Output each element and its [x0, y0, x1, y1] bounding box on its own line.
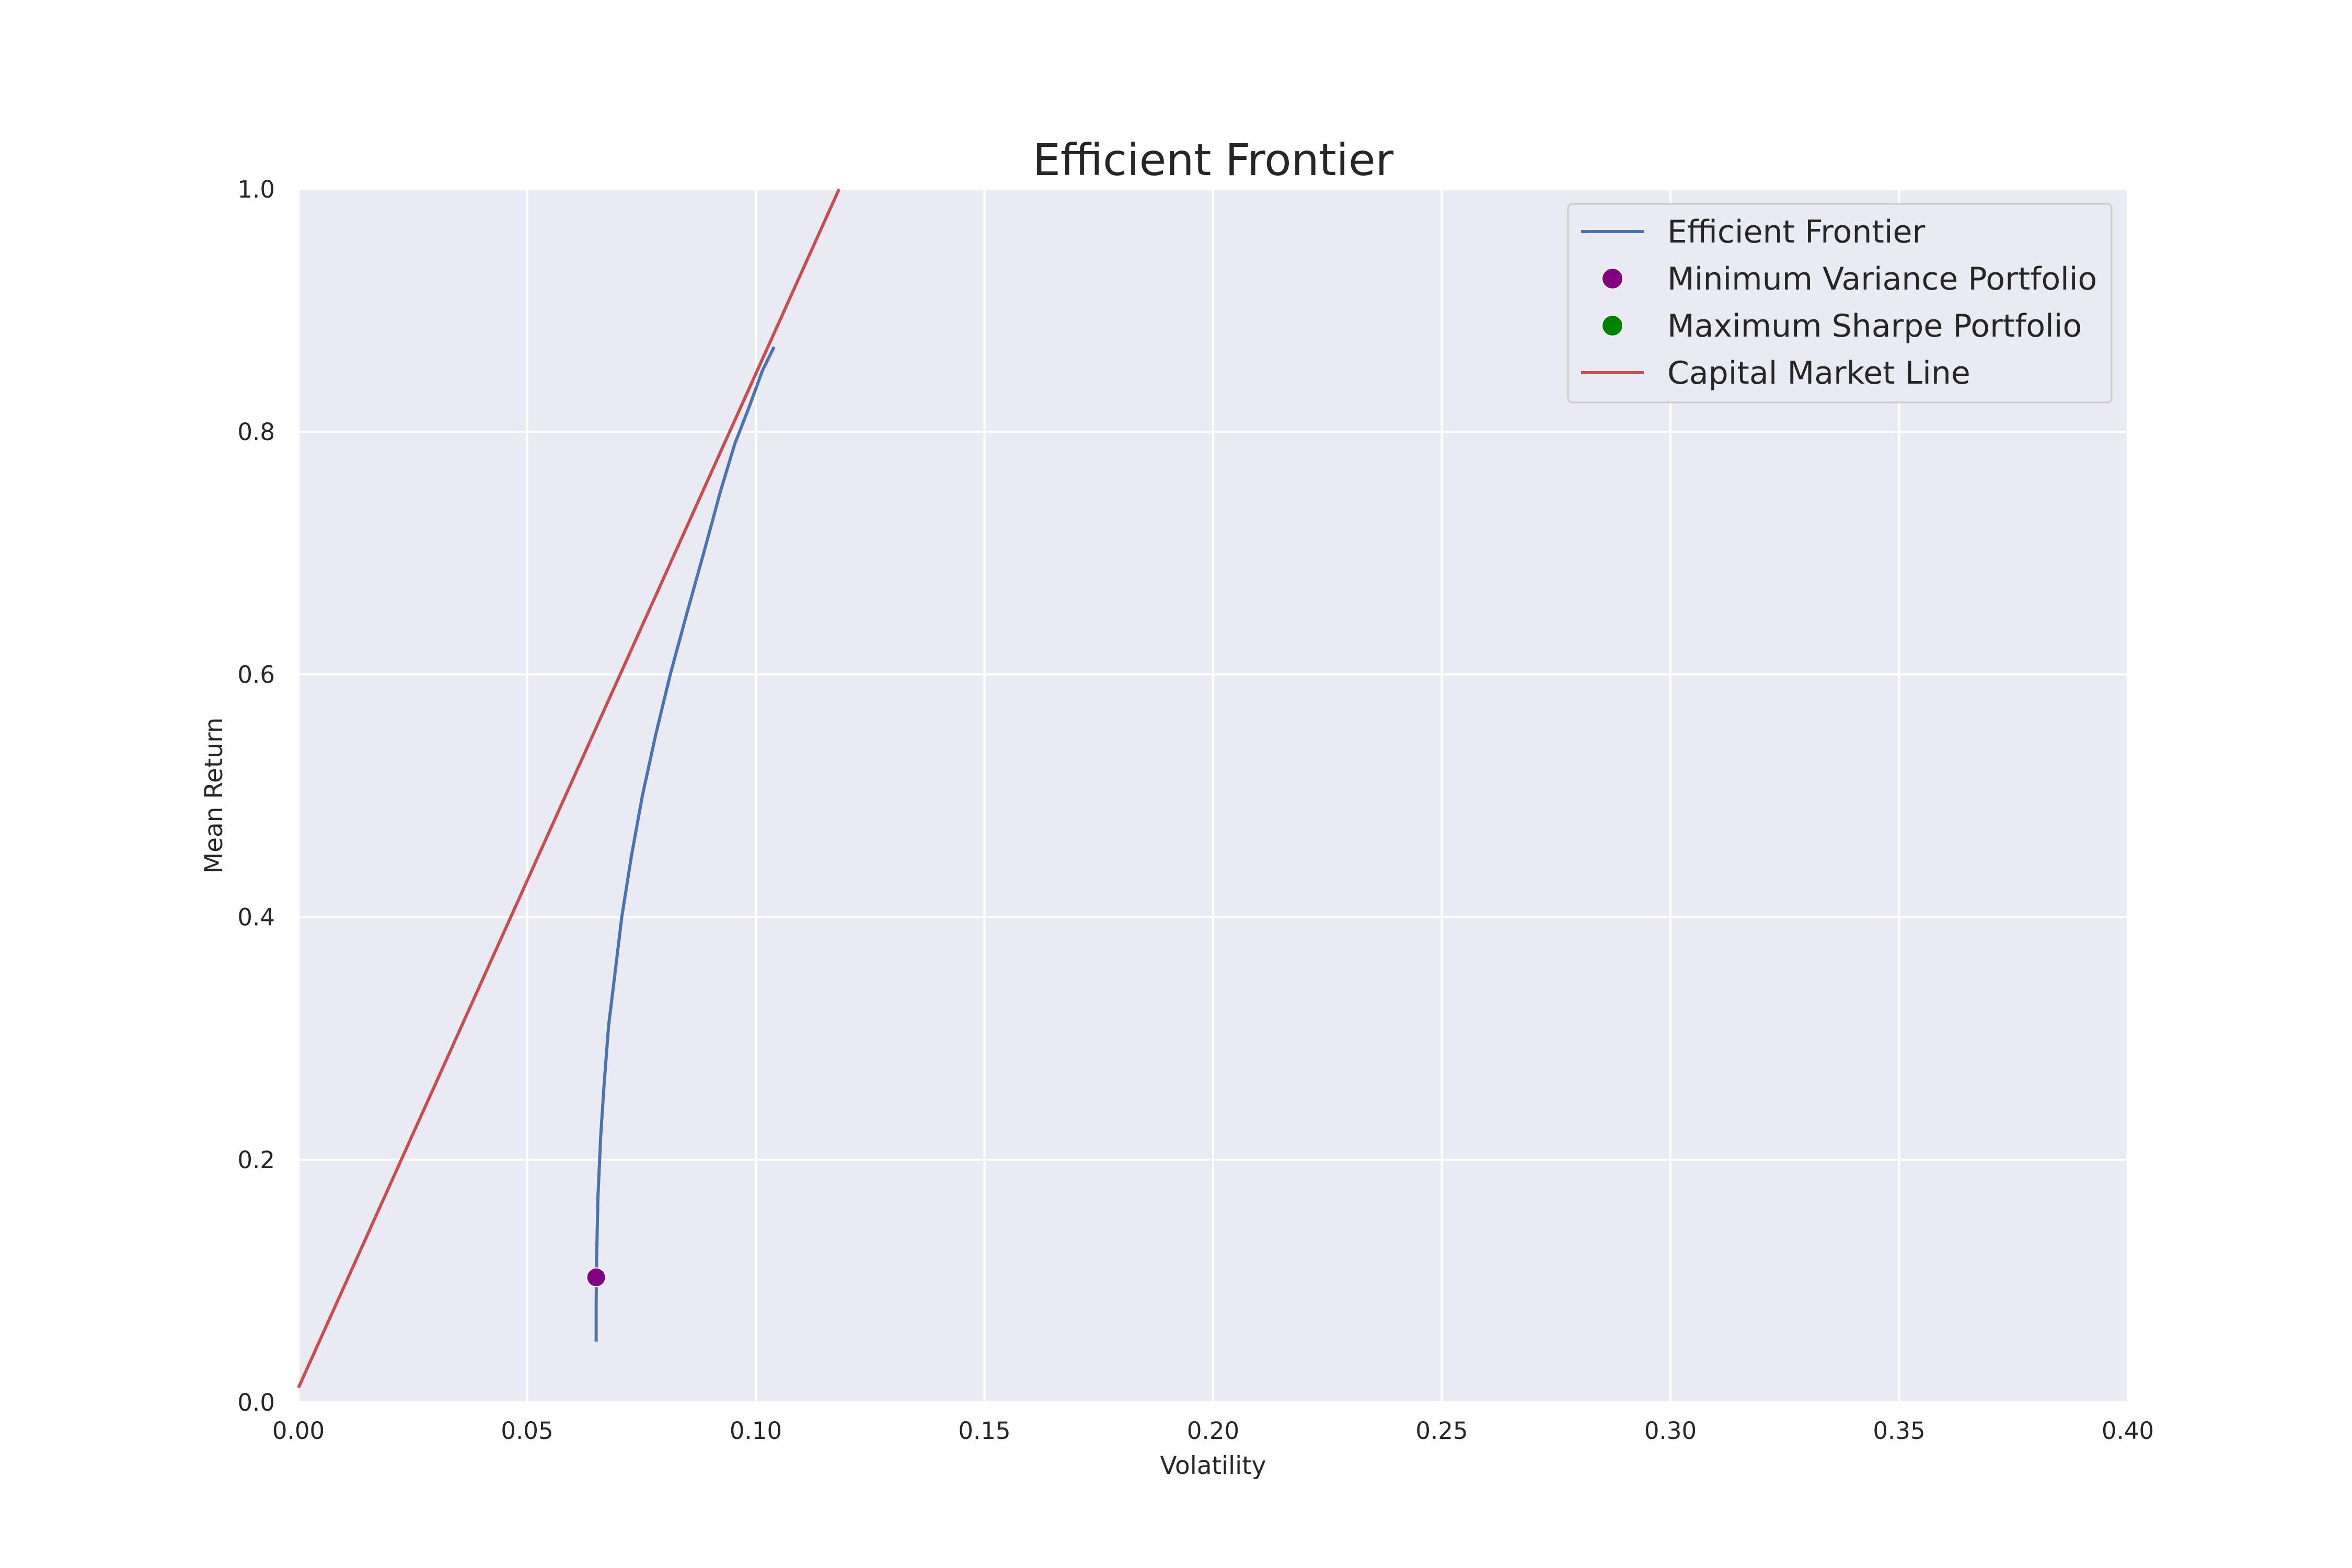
- y-tick-label: 0.2: [237, 1146, 275, 1174]
- x-tick-label: 0.40: [2102, 1417, 2154, 1445]
- y-tick-label: 0.6: [237, 661, 275, 688]
- y-tick-label: 1.0: [237, 176, 275, 203]
- legend-label-minimum-variance-portfolio: Minimum Variance Portfolio: [1667, 261, 2097, 297]
- y-tick-label: 0.8: [237, 418, 275, 446]
- x-tick-label: 0.30: [1644, 1417, 1697, 1445]
- series-layer: [297, 188, 841, 1389]
- x-tick-label: 0.35: [1873, 1417, 1925, 1445]
- y-tick-label: 0.4: [237, 904, 275, 931]
- chart-title: Efficient Frontier: [1033, 134, 1394, 186]
- x-tick-label: 0.20: [1187, 1417, 1239, 1445]
- legend-label-maximum-sharpe-portfolio: Maximum Sharpe Portfolio: [1667, 308, 2082, 344]
- x-tick-labels: 0.00 0.05 0.10 0.15 0.20 0.25 0.30 0.35 0.40: [272, 1417, 2154, 1445]
- x-tick-label: 0.15: [958, 1417, 1010, 1445]
- legend-label-capital-market-line: Capital Market Line: [1667, 355, 1970, 391]
- legend-label-efficient-frontier: Efficient Frontier: [1667, 214, 1925, 250]
- legend: Efficient Frontier Minimum Variance Portf…: [1567, 203, 2113, 403]
- capital-market-line-line: [297, 188, 841, 1389]
- grid-lines: [297, 188, 2129, 1403]
- x-tick-label: 0.10: [730, 1417, 782, 1445]
- efficient-frontier-line: [594, 346, 776, 1342]
- minimum-variance-portfolio-point: [586, 1267, 606, 1287]
- y-axis-label: Mean Return: [200, 718, 228, 874]
- y-tick-label: 0.0: [237, 1389, 275, 1416]
- x-axis-label: Volatility: [1160, 1451, 1266, 1480]
- legend-swatch-maximum-sharpe-portfolio: [1601, 315, 1623, 337]
- x-tick-label: 0.00: [272, 1417, 325, 1445]
- y-tick-labels: 0.0 0.2 0.4 0.6 0.8 1.0: [237, 176, 275, 1416]
- x-tick-label: 0.25: [1415, 1417, 1468, 1445]
- x-tick-label: 0.05: [501, 1417, 553, 1445]
- legend-box: [1567, 203, 2113, 403]
- legend-swatch-minimum-variance-portfolio: [1601, 268, 1623, 290]
